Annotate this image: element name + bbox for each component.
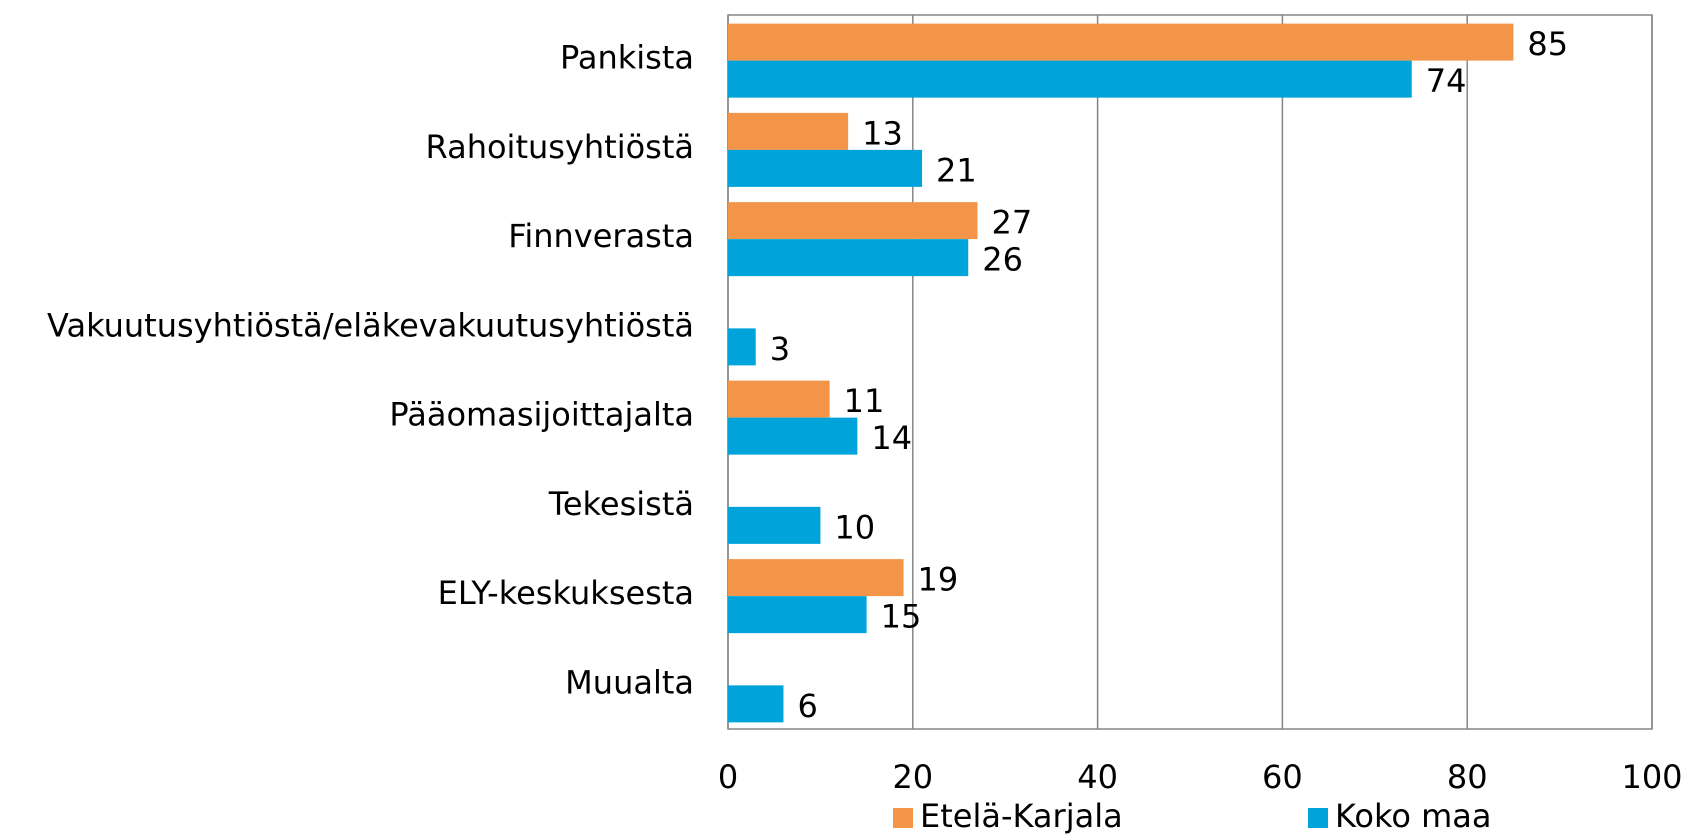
- x-tick-label: 80: [1447, 758, 1488, 796]
- value-label: 26: [982, 241, 1023, 279]
- value-label: 27: [991, 204, 1032, 242]
- y-tick-label: Rahoitusyhtiöstä: [426, 128, 694, 166]
- value-label: 74: [1426, 62, 1467, 100]
- bar: [728, 417, 858, 455]
- y-tick-label: Vakuutusyhtiöstä/eläkevakuutusyhtiöstä: [47, 306, 694, 344]
- y-tick-label: Finnverasta: [508, 217, 694, 255]
- x-tick-label: 0: [718, 758, 738, 796]
- legend-swatch: [893, 808, 913, 828]
- value-label: 14: [871, 419, 912, 457]
- bar: [728, 506, 821, 544]
- x-tick-label: 100: [1621, 758, 1682, 796]
- value-label: 19: [918, 561, 959, 599]
- y-tick-label: Tekesistä: [548, 485, 694, 523]
- bar: [728, 239, 969, 277]
- y-tick-label: Pääomasijoittajalta: [389, 396, 694, 434]
- x-tick-label: 20: [892, 758, 933, 796]
- x-tick-label: 60: [1262, 758, 1303, 796]
- value-label: 6: [797, 687, 817, 725]
- value-label: 15: [881, 598, 922, 636]
- y-tick-label: Pankista: [560, 39, 694, 77]
- value-label: 10: [834, 508, 875, 546]
- bar: [728, 202, 978, 240]
- value-label: 21: [936, 151, 977, 189]
- bar: [728, 596, 867, 634]
- value-label: 85: [1527, 25, 1568, 63]
- value-label: 13: [862, 114, 903, 152]
- x-tick-label: 40: [1077, 758, 1118, 796]
- legend-label: Koko maa: [1335, 797, 1492, 835]
- legend-label: Etelä-Karjala: [920, 797, 1123, 835]
- y-tick-label: ELY-keskuksesta: [438, 574, 694, 612]
- plot-frame: [727, 14, 1653, 730]
- bar: [728, 685, 784, 723]
- y-tick-label: Muualta: [565, 663, 694, 701]
- bar: [728, 380, 830, 418]
- bar: [728, 559, 904, 597]
- bar: [728, 23, 1514, 61]
- value-label: 3: [770, 330, 790, 368]
- bar: [728, 112, 849, 150]
- bar: [728, 328, 756, 366]
- bar: [728, 60, 1412, 98]
- value-label: 11: [844, 382, 885, 420]
- legend-swatch: [1308, 808, 1328, 828]
- bar: [728, 149, 923, 187]
